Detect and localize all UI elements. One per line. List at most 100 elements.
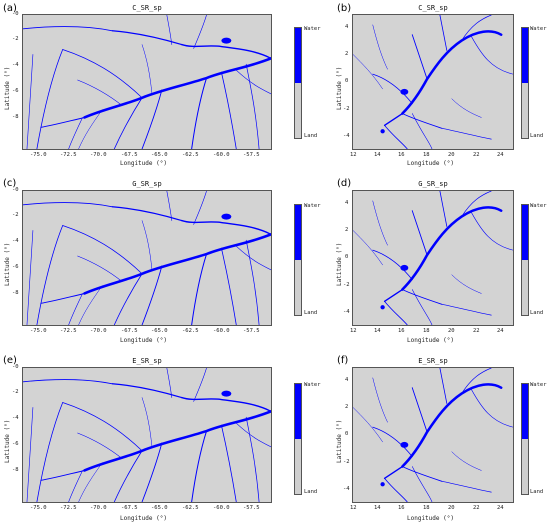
river: [40, 116, 85, 128]
y-tick: 4: [345, 200, 349, 206]
legend-colorbar: [521, 27, 529, 139]
river: [471, 389, 513, 428]
x-tick: -57.5: [243, 328, 260, 334]
y-tick: -4: [12, 62, 19, 68]
river: [353, 54, 383, 90]
x-tick: 18: [423, 505, 430, 511]
river: [83, 410, 271, 472]
y-tick: -4: [12, 238, 19, 244]
y-tick: -4: [343, 133, 350, 139]
x-tick: 14: [374, 152, 381, 158]
water-map: [352, 367, 514, 503]
x-tick: -60.0: [213, 328, 230, 334]
river: [372, 24, 388, 70]
x-tick: 16: [398, 328, 405, 334]
panel-letter: (c): [3, 178, 17, 189]
river-network: [23, 15, 271, 149]
y-tick: 0: [345, 431, 349, 437]
river: [193, 15, 207, 49]
y-axis-label: Latitude (°): [4, 242, 11, 286]
y-tick: 4: [345, 377, 349, 383]
river: [166, 15, 173, 45]
river: [26, 230, 34, 325]
river: [235, 422, 271, 448]
river: [62, 402, 143, 452]
river: [383, 465, 404, 480]
panel-title: E_SR_sp: [132, 357, 162, 365]
river: [191, 430, 208, 502]
x-tick: -62.5: [182, 152, 199, 158]
river: [141, 397, 153, 448]
river: [439, 191, 448, 227]
river: [26, 407, 34, 502]
river-network: [353, 368, 513, 502]
river: [36, 402, 64, 502]
river: [383, 112, 404, 127]
y-tick: -6: [12, 441, 19, 447]
legend-land-label: Land: [304, 133, 318, 139]
river: [235, 245, 271, 271]
y-axis-label: Latitude (°): [336, 419, 343, 463]
panel-title: G_SR_sp: [418, 180, 448, 188]
y-axis-label: Latitude (°): [336, 242, 343, 286]
river: [113, 97, 143, 149]
river: [401, 30, 503, 115]
river: [471, 36, 513, 75]
lake: [380, 305, 385, 310]
panel-title: E_SR_sp: [418, 357, 448, 365]
river: [68, 470, 83, 502]
y-tick: 0: [345, 254, 349, 260]
y-tick: -2: [12, 389, 19, 395]
x-tick: 14: [374, 505, 381, 511]
x-tick: 12: [350, 505, 357, 511]
river: [353, 230, 383, 266]
river: [77, 79, 123, 106]
river: [181, 43, 271, 60]
x-tick: -67.5: [121, 505, 138, 511]
river: [461, 368, 492, 394]
y-tick: -6: [12, 264, 19, 270]
lake: [221, 213, 232, 220]
legend-land-label: Land: [304, 310, 318, 316]
river: [245, 239, 260, 325]
y-tick: -4: [343, 309, 350, 315]
x-tick: -67.5: [121, 152, 138, 158]
legend-land-label: Land: [304, 489, 318, 495]
river: [23, 202, 113, 208]
river: [111, 383, 183, 399]
river: [372, 200, 388, 246]
x-tick: 24: [497, 505, 504, 511]
x-tick: 18: [423, 328, 430, 334]
legend-land-label: Land: [530, 310, 544, 316]
river: [401, 206, 503, 291]
river: [411, 210, 428, 256]
river-network: [23, 368, 271, 502]
river: [141, 442, 163, 502]
river: [372, 249, 413, 281]
y-tick: -0: [12, 187, 19, 193]
lake: [380, 482, 385, 487]
y-tick: 2: [345, 51, 349, 57]
x-tick: 22: [473, 328, 480, 334]
x-tick: -62.5: [182, 328, 199, 334]
panel-letter: (f): [337, 355, 349, 366]
river-network: [353, 15, 513, 149]
river: [471, 212, 513, 251]
river: [353, 407, 383, 443]
y-tick: -2: [343, 106, 350, 112]
river: [113, 273, 143, 325]
legend-colorbar: [294, 204, 302, 316]
river-network: [23, 191, 271, 325]
river: [23, 379, 113, 385]
lake: [400, 88, 409, 95]
legend-water-label: Water: [304, 203, 321, 209]
river: [411, 289, 433, 325]
x-tick: 14: [374, 328, 381, 334]
x-tick: 12: [350, 328, 357, 334]
x-tick: -57.5: [243, 505, 260, 511]
river: [451, 274, 482, 294]
x-tick: 22: [473, 152, 480, 158]
river: [83, 233, 271, 295]
legend-colorbar: [521, 383, 529, 495]
river: [461, 191, 492, 217]
